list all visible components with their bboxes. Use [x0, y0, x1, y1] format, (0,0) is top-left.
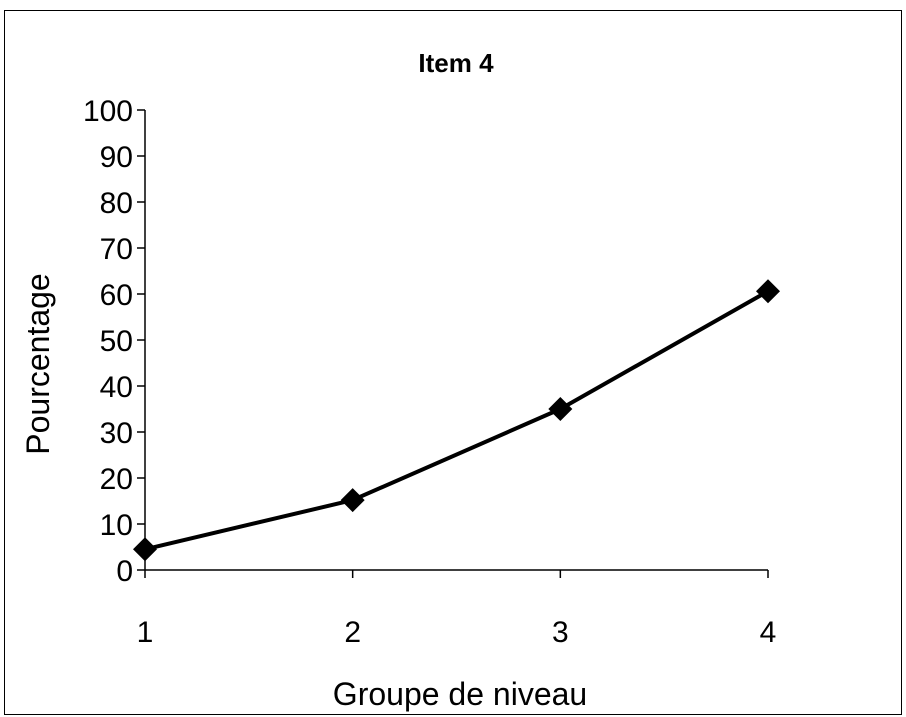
- y-tick-label-60: 60: [100, 279, 133, 312]
- data-point-1: [133, 537, 157, 562]
- x-tick-label-3: 3: [552, 616, 569, 649]
- x-axis-label: Groupe de niveau: [333, 676, 587, 712]
- y-tick-label-100: 100: [83, 95, 133, 128]
- chart-title: Item 4: [418, 48, 494, 78]
- chart-frame: [4, 10, 902, 715]
- data-point-3: [548, 397, 573, 421]
- y-tick-group: 0 10 20 30 40 50 60 70 80 90 100: [83, 95, 145, 588]
- y-tick-label-0: 0: [116, 555, 133, 588]
- x-tick-label-1: 1: [137, 616, 154, 649]
- y-tick-label-50: 50: [100, 325, 133, 358]
- y-tick-label-70: 70: [100, 233, 133, 266]
- y-tick-label-90: 90: [100, 141, 133, 174]
- x-tick-group: 1 2 3 4: [137, 570, 777, 649]
- y-axis-label: Pourcentage: [20, 273, 56, 454]
- y-tick-label-30: 30: [100, 417, 133, 450]
- series-group: [133, 279, 780, 562]
- y-tick-label-10: 10: [100, 509, 133, 542]
- y-tick-label-80: 80: [100, 187, 133, 220]
- data-point-4: [756, 279, 780, 304]
- y-tick-label-20: 20: [100, 463, 133, 496]
- x-tick-label-4: 4: [760, 616, 777, 649]
- x-tick-label-2: 2: [344, 616, 361, 649]
- y-tick-label-40: 40: [100, 371, 133, 404]
- series-line-0: [144, 289, 769, 552]
- data-point-2: [340, 488, 365, 513]
